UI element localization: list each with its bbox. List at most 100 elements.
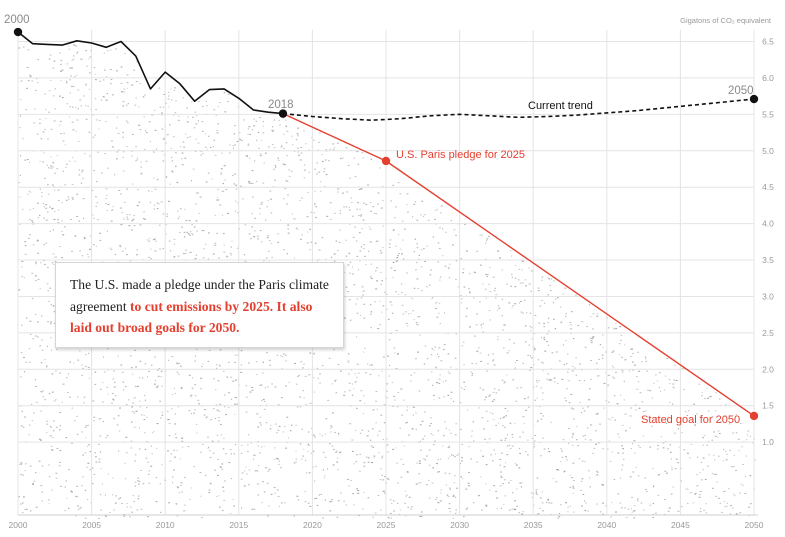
stipple-dot — [716, 436, 719, 438]
stipple-dot — [177, 255, 180, 257]
stipple-dot — [508, 339, 511, 341]
stipple-dot — [166, 215, 168, 217]
stipple-dot — [196, 230, 198, 232]
stipple-dot — [148, 256, 150, 258]
stipple-dot — [178, 362, 180, 364]
stipple-dot — [40, 362, 43, 364]
stipple-dot — [379, 167, 381, 169]
stipple-dot — [566, 459, 568, 461]
stipple-dot — [89, 469, 92, 471]
stipple-dot — [272, 126, 274, 128]
stipple-dot — [693, 403, 695, 405]
stipple-dot — [354, 381, 357, 383]
stipple-dot — [32, 208, 34, 210]
stipple-dot — [422, 216, 424, 218]
stipple-dot — [99, 239, 102, 241]
stipple-dot — [151, 432, 154, 434]
stipple-dot — [569, 505, 571, 507]
stipple-dot — [536, 494, 538, 496]
stipple-dot — [135, 160, 137, 162]
stipple-dot — [572, 408, 575, 410]
stipple-dot — [571, 370, 574, 372]
stipple-dot — [413, 319, 415, 321]
stipple-dot — [393, 347, 396, 349]
stipple-dot — [117, 355, 119, 357]
stipple-dot — [622, 424, 624, 426]
stipple-dot — [463, 381, 465, 383]
stipple-dot — [100, 99, 103, 101]
stipple-dot — [202, 130, 204, 132]
stipple-dot — [192, 168, 195, 170]
stipple-dot — [132, 402, 134, 404]
stipple-dot — [175, 152, 177, 154]
stipple-dot — [49, 206, 51, 208]
stipple-dot — [120, 223, 123, 225]
stipple-dot — [174, 456, 176, 458]
stipple-dot — [300, 146, 302, 148]
stipple-dot — [694, 492, 697, 494]
stipple-dot — [241, 507, 243, 509]
stipple-dot — [572, 462, 575, 464]
stipple-dot — [125, 404, 128, 406]
stipple-dot — [669, 444, 672, 446]
stipple-dot — [102, 401, 104, 403]
stipple-dot — [233, 133, 236, 135]
stipple-dot — [715, 473, 717, 475]
stipple-dot — [265, 422, 268, 424]
stipple-dot — [372, 428, 374, 430]
stipple-dot — [741, 446, 743, 448]
stipple-dot — [250, 442, 252, 444]
stipple-dot — [208, 232, 210, 234]
stipple-dot — [444, 472, 447, 474]
stipple-dot — [198, 101, 200, 103]
stipple-dot — [372, 206, 375, 208]
stipple-dot — [50, 54, 52, 56]
stipple-dot — [372, 446, 374, 448]
stipple-dot — [151, 191, 153, 193]
stipple-dot — [581, 478, 584, 480]
series-line-historical — [17, 31, 284, 115]
stipple-dot — [131, 421, 133, 423]
stipple-dot — [460, 258, 463, 260]
stipple-dot — [424, 411, 426, 413]
stipple-dot — [38, 214, 41, 216]
stipple-dot — [367, 184, 369, 186]
stipple-dot — [540, 412, 542, 414]
stipple-dot — [132, 183, 134, 185]
stipple-dot — [527, 397, 529, 399]
stipple-dot — [35, 506, 38, 508]
stipple-dot — [115, 495, 117, 497]
stipple-dot — [527, 439, 529, 441]
stipple-dot — [314, 204, 316, 206]
stipple-dot — [32, 244, 35, 246]
stipple-dot — [93, 217, 95, 219]
stipple-dot — [429, 274, 432, 276]
stipple-dot — [297, 147, 299, 149]
stipple-dot — [267, 470, 270, 472]
stipple-dot — [512, 492, 514, 494]
stipple-dot — [64, 184, 66, 186]
stipple-dot — [602, 502, 604, 504]
stipple-dot — [332, 464, 335, 466]
stipple-dot — [24, 470, 26, 472]
stipple-dot — [313, 377, 315, 379]
stipple-dot — [489, 489, 491, 491]
stipple-dot — [724, 415, 727, 417]
stipple-dot — [135, 146, 137, 148]
stipple-dot — [230, 246, 232, 248]
stipple-dot — [418, 315, 421, 317]
stipple-dot — [384, 476, 386, 478]
stipple-dot — [43, 244, 45, 246]
stipple-dot — [686, 488, 689, 490]
stipple-dot — [53, 218, 56, 220]
stipple-dot — [715, 410, 717, 412]
stipple-dot — [565, 315, 567, 317]
stipple-dot — [401, 292, 403, 294]
stipple-dot — [160, 376, 162, 378]
stipple-dot — [74, 76, 76, 78]
stipple-dot — [516, 387, 518, 389]
stipple-dot — [112, 370, 115, 372]
stipple-dot — [132, 494, 135, 496]
stipple-dot — [629, 476, 632, 478]
stipple-dot — [343, 206, 346, 208]
